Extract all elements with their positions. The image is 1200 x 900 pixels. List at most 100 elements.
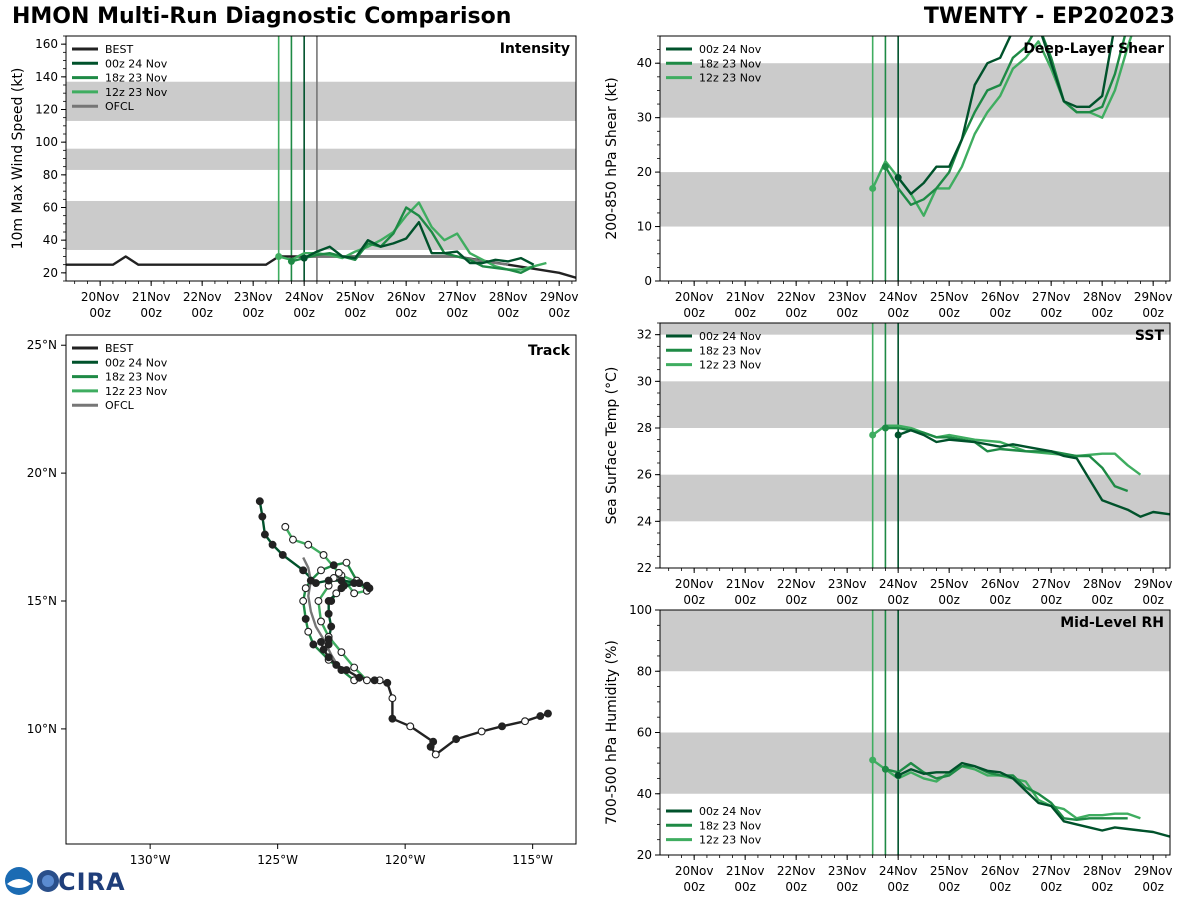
- y-tick-label: 160: [35, 37, 58, 51]
- x-tick-label: 26Nov: [981, 290, 1020, 304]
- x-tick-sublabel: 00z: [785, 880, 807, 894]
- x-tick-sublabel: 00z: [191, 306, 213, 320]
- y-tick-label: 80: [637, 664, 652, 678]
- legend-label-12z-23-nov: 12z 23 Nov: [105, 385, 168, 398]
- x-tick-sublabel: 00z: [344, 306, 366, 320]
- track-point-best: [406, 722, 415, 731]
- series-start-marker-12z-23-nov: [869, 431, 877, 439]
- x-tick-label: 25Nov: [930, 290, 969, 304]
- track-point-best: [332, 661, 341, 669]
- track-point-18z-23-nov: [309, 640, 318, 649]
- x-tick-label: 21Nov: [726, 864, 765, 878]
- x-tick-label: 29Nov: [540, 290, 579, 304]
- series-line-00z-24-nov: [897, 429, 1170, 518]
- lon-tick-label: 125°W: [257, 853, 298, 867]
- y-axis-label: 700-500 hPa Humidity (%): [604, 640, 620, 825]
- track-point-best: [536, 712, 545, 721]
- panel-intensity: 20 40 60 80 100 120 140 160 20Nov 00z 21Nov 00z 22No…: [10, 35, 579, 320]
- track-point-12z-23-nov: [334, 568, 343, 577]
- x-tick-sublabel: 00z: [938, 593, 960, 607]
- lon-tick-label: 130°W: [130, 853, 171, 867]
- series-line-18z-23-nov: [291, 206, 535, 274]
- lat-tick-label: 10°N: [27, 722, 57, 736]
- series-start-marker-18z-23-nov: [881, 765, 889, 773]
- x-tick-label: 27Nov: [1032, 577, 1071, 591]
- y-tick-label: 10: [637, 220, 652, 234]
- x-tick-sublabel: 00z: [1040, 880, 1062, 894]
- legend-label-ofcl: OFCL: [105, 100, 135, 113]
- x-tick-sublabel: 00z: [395, 306, 417, 320]
- track-point-00z-24-nov: [258, 512, 267, 521]
- y-tick-label: 28: [637, 421, 652, 435]
- x-tick-label: 26Nov: [981, 864, 1020, 878]
- series-line-12z-23-nov: [871, 36, 1133, 217]
- series-start-marker-12z-23-nov: [869, 756, 877, 764]
- legend-label-18z-23-nov: 18z 23 Nov: [699, 344, 762, 357]
- x-tick-sublabel: 00z: [836, 593, 858, 607]
- x-tick-label: 28Nov: [1083, 290, 1122, 304]
- series-line-00z-24-nov: [897, 761, 1170, 838]
- x-tick-sublabel: 00z: [734, 880, 756, 894]
- series-start-marker-00z-24-nov: [894, 431, 902, 439]
- series-start-marker-00z-24-nov: [894, 174, 902, 182]
- track-point-00z-24-nov: [327, 622, 336, 631]
- x-tick-label: 24Nov: [285, 290, 324, 304]
- threshold-band-0: [66, 200, 576, 250]
- x-tick-sublabel: 00z: [683, 880, 705, 894]
- y-tick-label: 30: [637, 111, 652, 125]
- x-tick-label: 28Nov: [1083, 864, 1122, 878]
- x-tick-label: 26Nov: [981, 577, 1020, 591]
- legend-label-12z-23-nov: 12z 23 Nov: [105, 86, 168, 99]
- x-tick-label: 20Nov: [675, 290, 714, 304]
- y-tick-label: 40: [637, 56, 652, 70]
- series-group: [66, 201, 576, 279]
- x-tick-label: 20Nov: [675, 864, 714, 878]
- lat-tick-label: 15°N: [27, 594, 57, 608]
- track-point-18z-23-nov: [301, 584, 310, 593]
- track-point-12z-23-nov: [337, 648, 346, 657]
- track-point-best: [342, 666, 351, 675]
- track-point-best: [324, 653, 333, 662]
- legend-label-ofcl: OFCL: [105, 399, 135, 412]
- legend-label-00z-24-nov: 00z 24 Nov: [105, 356, 168, 369]
- legend-label-best: BEST: [105, 43, 133, 56]
- cira-logo-text: CIRA: [58, 868, 126, 896]
- track-point-00z-24-nov: [311, 579, 320, 588]
- legend-label-00z-24-nov: 00z 24 Nov: [105, 57, 168, 70]
- panel-title: SST: [1135, 328, 1165, 344]
- track-map-frame: [65, 334, 577, 845]
- y-tick-label: 100: [35, 135, 58, 149]
- x-tick-sublabel: 00z: [1142, 880, 1164, 894]
- y-tick-label: 0: [644, 274, 652, 288]
- y-tick-label: 40: [637, 787, 652, 801]
- legend-label-12z-23-nov: 12z 23 Nov: [699, 359, 762, 372]
- y-tick-label: 100: [629, 603, 652, 617]
- track-point-12z-23-nov: [319, 551, 328, 559]
- track-line-ofcl: [302, 556, 340, 669]
- track-point-00z-24-nov: [337, 584, 346, 593]
- series-line-ofcl: [304, 255, 509, 266]
- x-tick-sublabel: 00z: [938, 880, 960, 894]
- noaa-logo-icon: [5, 867, 59, 895]
- y-tick-label: 24: [637, 514, 652, 528]
- legend-label-12z-23-nov: 12z 23 Nov: [699, 72, 762, 85]
- y-tick-label: 60: [43, 201, 58, 215]
- x-tick-label: 21Nov: [726, 290, 765, 304]
- series-line-18z-23-nov: [884, 36, 1127, 207]
- x-tick-sublabel: 00z: [989, 593, 1011, 607]
- cira-logo: CIRA: [4, 866, 125, 896]
- y-tick-label: 140: [35, 70, 58, 84]
- series-start-marker-00z-24-nov: [894, 771, 902, 779]
- track-point-00z-24-nov: [355, 579, 364, 588]
- lat-tick-label: 25°N: [27, 338, 57, 352]
- x-tick-label: 22Nov: [183, 290, 222, 304]
- series-line-00z-24-nov: [897, 36, 1115, 196]
- track-point-best: [521, 717, 529, 726]
- track-point-18z-23-nov: [299, 597, 308, 605]
- x-tick-label: 26Nov: [387, 290, 426, 304]
- legend-label-18z-23-nov: 18z 23 Nov: [105, 72, 168, 85]
- x-tick-sublabel: 00z: [548, 306, 570, 320]
